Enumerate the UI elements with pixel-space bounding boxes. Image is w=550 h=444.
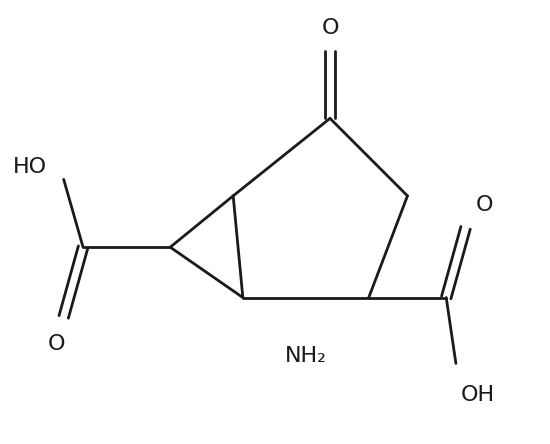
Text: NH₂: NH₂ — [285, 346, 327, 366]
Text: O: O — [475, 195, 493, 215]
Text: O: O — [321, 18, 339, 38]
Text: OH: OH — [461, 385, 495, 404]
Text: O: O — [48, 334, 65, 354]
Text: HO: HO — [13, 157, 47, 177]
